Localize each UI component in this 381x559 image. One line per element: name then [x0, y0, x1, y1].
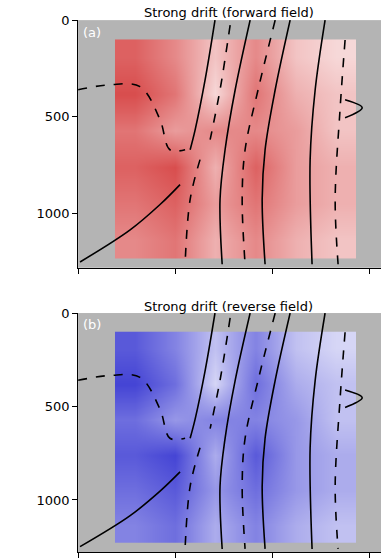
svg-text:0: 0 — [61, 306, 69, 321]
svg-text:(b): (b) — [83, 317, 101, 332]
svg-text:0: 0 — [61, 13, 69, 28]
svg-text:Strong drift (reverse field): Strong drift (reverse field) — [144, 299, 313, 314]
svg-text:500: 500 — [45, 109, 70, 124]
svg-text:Strong drift (forward field): Strong drift (forward field) — [144, 5, 314, 20]
svg-text:(a): (a) — [83, 25, 101, 40]
svg-text:1000: 1000 — [36, 206, 69, 221]
svg-text:1000: 1000 — [36, 493, 69, 508]
svg-text:500: 500 — [45, 399, 70, 414]
